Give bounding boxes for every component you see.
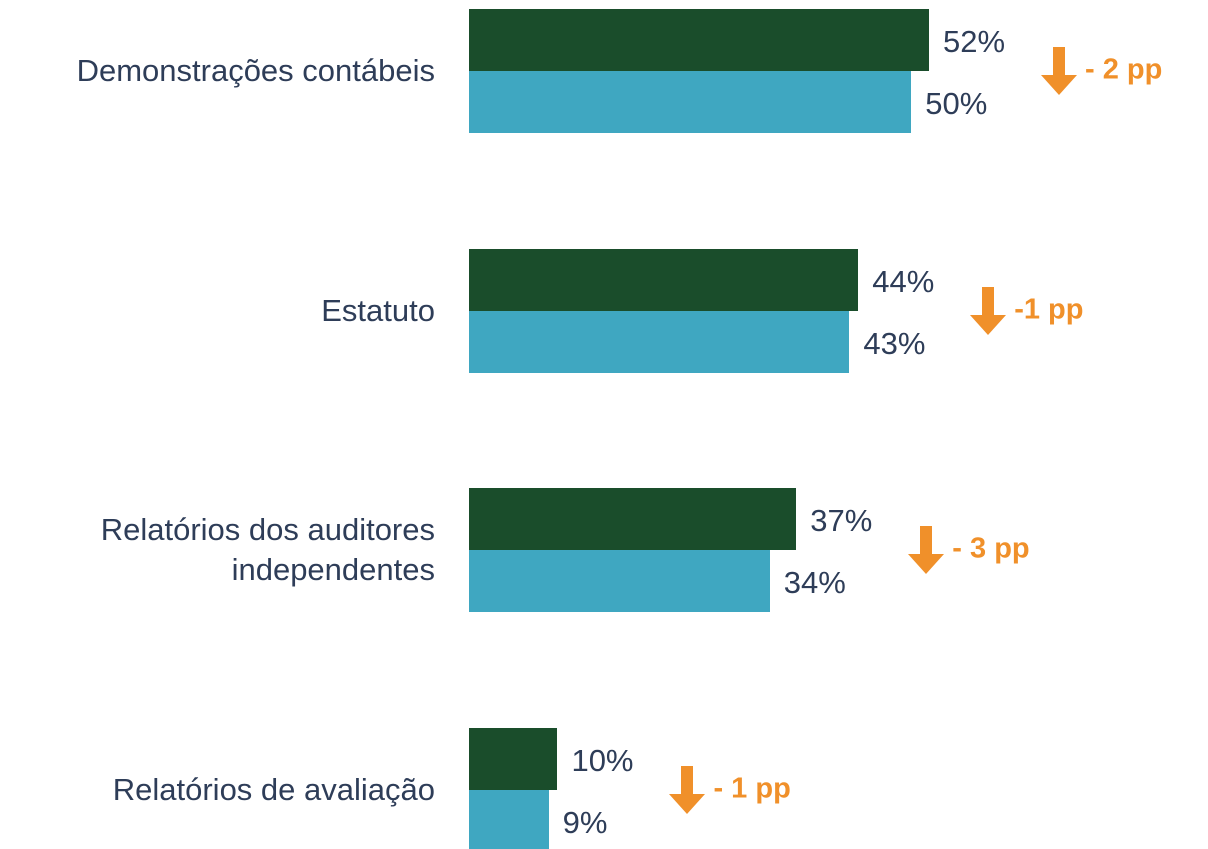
bar	[469, 488, 797, 550]
value-label: 37%	[810, 503, 873, 538]
bar	[469, 9, 929, 71]
down-arrow	[669, 765, 706, 814]
down-arrow	[970, 286, 1007, 335]
value-label: 9%	[562, 804, 608, 840]
down-arrow	[1041, 47, 1077, 95]
arrow-shape	[669, 765, 706, 814]
bar	[469, 789, 549, 849]
category-label: Estatuto	[321, 292, 435, 328]
value-label: 52%	[943, 24, 1006, 59]
arrow-shape	[970, 286, 1007, 335]
annotation: - 3 pp	[952, 532, 1030, 565]
annotation: - 2 pp	[1085, 53, 1163, 86]
down-arrow	[908, 526, 945, 574]
arrow-shape	[908, 526, 945, 574]
category-label: Relatórios dos auditores independentes	[100, 512, 435, 587]
annotation: -1 pp	[1014, 293, 1084, 325]
bar	[469, 310, 850, 373]
value-label: 10%	[571, 742, 634, 778]
category-label: Relatórios de avaliação	[112, 771, 435, 807]
bar	[469, 248, 859, 311]
annotation: - 1 pp	[713, 772, 791, 804]
arrow-shape	[1041, 47, 1077, 95]
category-label: Demonstrações contábeis	[76, 53, 435, 88]
value-label: 50%	[925, 86, 988, 121]
bar	[469, 550, 770, 612]
value-label: 44%	[872, 263, 935, 299]
value-label: 34%	[783, 565, 846, 600]
value-label: 43%	[863, 325, 926, 361]
bar	[469, 71, 912, 133]
bar	[469, 727, 558, 790]
